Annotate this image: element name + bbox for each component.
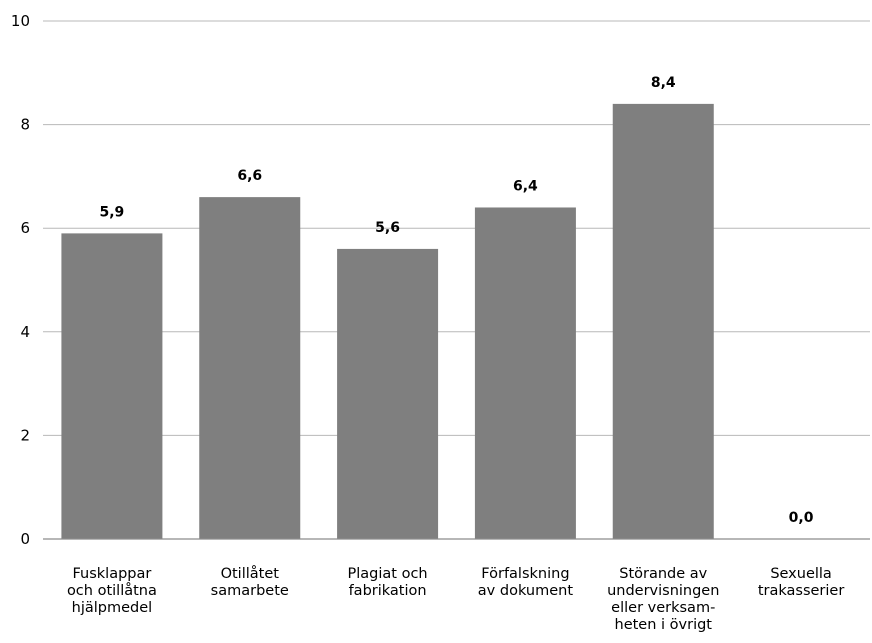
bar xyxy=(474,207,576,540)
y-tick-label: 4 xyxy=(20,323,30,341)
category-label-line: av dokument xyxy=(478,583,574,599)
y-axis-ticks: 0 2 4 6 8 10 xyxy=(11,12,30,548)
bars xyxy=(61,103,714,540)
bar xyxy=(612,103,714,539)
y-tick-label: 6 xyxy=(20,219,30,237)
y-tick-label: 2 xyxy=(20,426,30,444)
category-label-line: Fusklappar xyxy=(72,566,151,582)
gridlines xyxy=(43,20,870,436)
data-label: 8,4 xyxy=(651,75,676,91)
category-label-line: Plagiat och xyxy=(348,566,428,582)
bar xyxy=(61,233,163,539)
y-tick-label: 0 xyxy=(20,530,30,548)
category-label-line: trakasserier xyxy=(758,583,845,599)
category-label-line: samarbete xyxy=(211,583,289,599)
category-label-line: undervisningen xyxy=(607,583,719,599)
category-label: Störande av undervisningen eller verksam-h… xyxy=(607,566,719,633)
bar xyxy=(199,197,301,539)
data-label: 5,6 xyxy=(375,220,400,236)
category-label: Sexuella trakasserier xyxy=(758,566,845,599)
bar xyxy=(337,248,439,540)
category-label-line: Sexuella xyxy=(770,566,832,582)
category-label: Otillåtet samarbete xyxy=(211,565,289,599)
category-label-line: Störande av xyxy=(619,566,707,582)
category-label-line: hjälpmedel xyxy=(72,600,153,616)
category-label: Förfalskning av dokument xyxy=(478,566,574,599)
data-label: 6,6 xyxy=(237,168,262,184)
data-labels: 5,9 6,6 5,6 6,4 8,4 0,0 xyxy=(100,75,814,526)
category-labels: Fusklappar och otillåtna hjälpmedel Otillåt… xyxy=(67,565,844,633)
category-label-line: och otillåtna xyxy=(67,582,157,599)
category-label-line: eller verksam- xyxy=(611,600,715,616)
category-label-line: heten i övrigt xyxy=(615,617,713,633)
data-label: 5,9 xyxy=(100,204,125,220)
data-label: 0,0 xyxy=(789,510,814,526)
data-label: 6,4 xyxy=(513,178,538,194)
category-label-line: fabrikation xyxy=(349,583,427,599)
category-label-line: Otillåtet xyxy=(221,565,280,582)
y-tick-label: 8 xyxy=(20,116,30,134)
y-tick-label: 10 xyxy=(11,12,30,30)
category-label-line: Förfalskning xyxy=(481,566,569,582)
category-label: Fusklappar och otillåtna hjälpmedel xyxy=(67,566,157,616)
category-label: Plagiat och fabrikation xyxy=(348,566,428,599)
